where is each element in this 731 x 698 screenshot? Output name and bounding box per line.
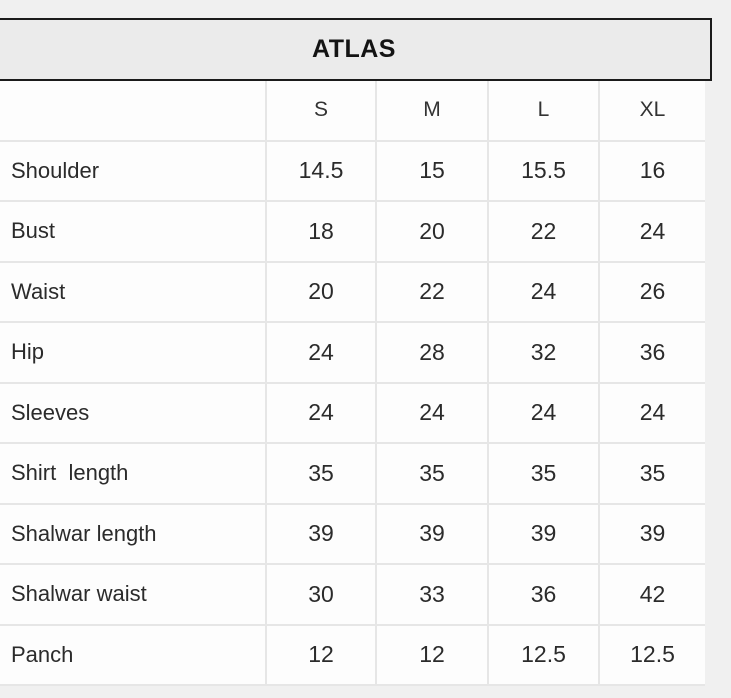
row-label-bust: Bust <box>0 202 265 263</box>
value-cell: 24 <box>487 383 598 444</box>
size-column-header-m: M <box>375 81 487 142</box>
value-cell: 12.5 <box>598 625 705 686</box>
value-cell: 24 <box>375 383 487 444</box>
value-cell: 35 <box>375 444 487 505</box>
size-column-header-xl: XL <box>598 81 705 142</box>
value-cell: 24 <box>487 262 598 323</box>
value-cell: 26 <box>598 262 705 323</box>
value-cell: 36 <box>598 323 705 384</box>
brand-title-box: ATLAS <box>0 18 712 81</box>
value-cell: 35 <box>598 444 705 505</box>
value-cell: 12.5 <box>487 625 598 686</box>
value-cell: 24 <box>265 323 375 384</box>
value-cell: 39 <box>598 504 705 565</box>
value-cell: 22 <box>487 202 598 263</box>
row-label-shoulder: Shoulder <box>0 141 265 202</box>
value-cell: 28 <box>375 323 487 384</box>
value-cell: 24 <box>265 383 375 444</box>
row-label-sleeves: Sleeves <box>0 383 265 444</box>
value-cell: 15.5 <box>487 141 598 202</box>
row-label-panch: Panch <box>0 625 265 686</box>
value-cell: 16 <box>598 141 705 202</box>
row-label-hip: Hip <box>0 323 265 384</box>
value-cell: 22 <box>375 262 487 323</box>
brand-title: ATLAS <box>312 35 396 63</box>
value-cell: 15 <box>375 141 487 202</box>
value-cell: 36 <box>487 565 598 626</box>
corner-cell <box>0 81 265 142</box>
value-cell: 35 <box>265 444 375 505</box>
value-cell: 39 <box>487 504 598 565</box>
value-cell: 30 <box>265 565 375 626</box>
value-cell: 39 <box>265 504 375 565</box>
value-cell: 42 <box>598 565 705 626</box>
value-cell: 20 <box>375 202 487 263</box>
size-column-header-s: S <box>265 81 375 142</box>
size-chart-table: S M L XL Shoulder 14.5 15 15.5 16 Bust 1… <box>0 81 705 686</box>
value-cell: 14.5 <box>265 141 375 202</box>
value-cell: 35 <box>487 444 598 505</box>
value-cell: 24 <box>598 202 705 263</box>
size-column-header-l: L <box>487 81 598 142</box>
row-label-waist: Waist <box>0 262 265 323</box>
value-cell: 33 <box>375 565 487 626</box>
value-cell: 20 <box>265 262 375 323</box>
value-cell: 39 <box>375 504 487 565</box>
row-label-shirt-length: Shirt length <box>0 444 265 505</box>
value-cell: 12 <box>375 625 487 686</box>
value-cell: 24 <box>598 383 705 444</box>
value-cell: 18 <box>265 202 375 263</box>
row-label-shalwar-length: Shalwar length <box>0 504 265 565</box>
value-cell: 32 <box>487 323 598 384</box>
value-cell: 12 <box>265 625 375 686</box>
row-label-shalwar-waist: Shalwar waist <box>0 565 265 626</box>
